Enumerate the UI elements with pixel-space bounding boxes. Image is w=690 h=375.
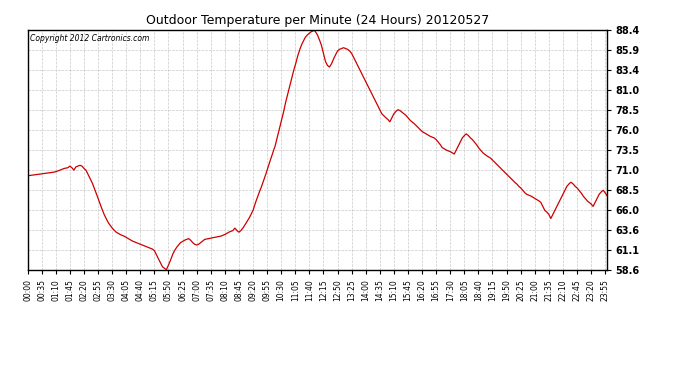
Title: Outdoor Temperature per Minute (24 Hours) 20120527: Outdoor Temperature per Minute (24 Hours… bbox=[146, 15, 489, 27]
Text: Copyright 2012 Cartronics.com: Copyright 2012 Cartronics.com bbox=[30, 34, 150, 43]
